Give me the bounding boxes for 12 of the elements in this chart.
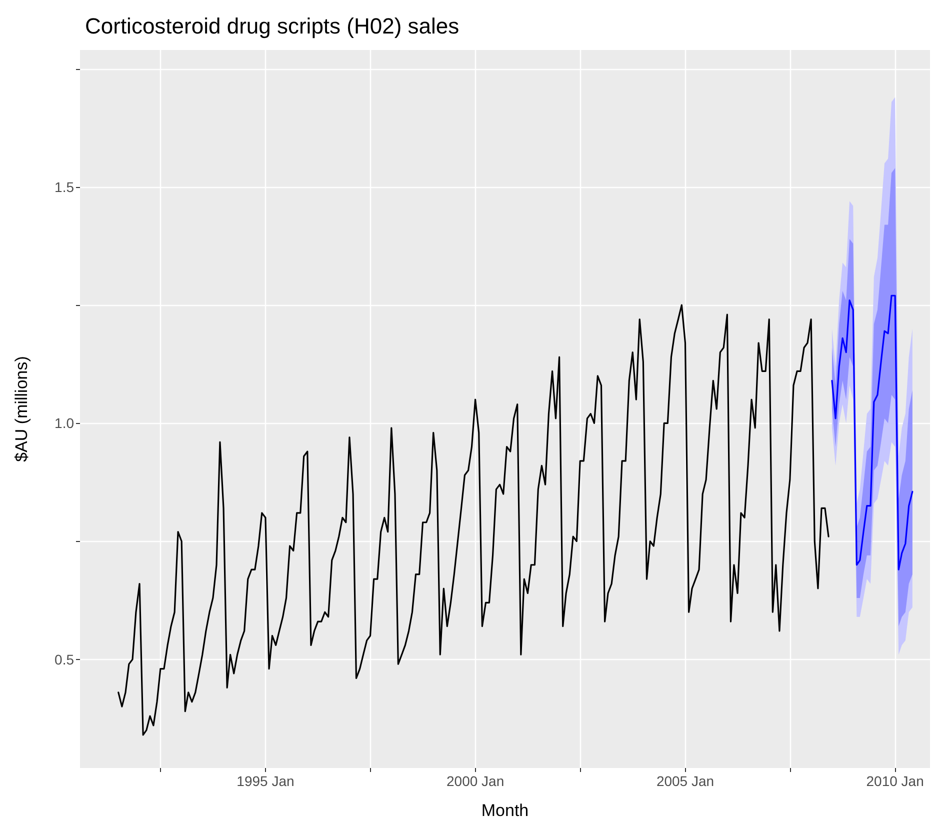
x-tick-label: 2005 Jan [656, 773, 714, 789]
x-tick-label: 2000 Jan [446, 773, 504, 789]
y-tick-label: 1.5 [54, 178, 74, 195]
y-tick-label: 1.0 [54, 415, 74, 432]
line-series [118, 304, 830, 736]
x-tick-label: 1995 Jan [236, 773, 294, 789]
x-tick-label: 2010 Jan [866, 773, 924, 789]
line-series [831, 294, 914, 570]
chart-title: Corticosteroid drug scripts (H02) sales [85, 14, 460, 38]
y-tick-label: 0.5 [54, 651, 74, 668]
x-axis-title: Month [481, 801, 529, 820]
y-axis-title: $AU (millions) [12, 356, 31, 462]
